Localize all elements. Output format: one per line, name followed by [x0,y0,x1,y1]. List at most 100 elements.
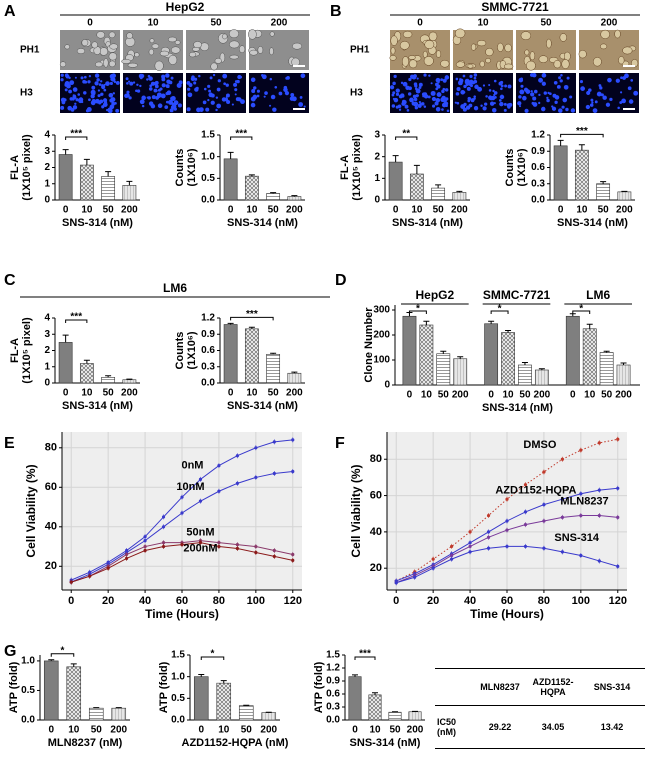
nucleus [473,79,478,84]
y-tick-label: 2 [44,162,50,173]
nucleus [157,103,163,109]
nucleus [299,96,303,99]
nucleus [493,91,498,95]
nucleus [418,86,422,90]
error-bar [105,375,112,378]
nucleus [579,80,584,84]
y-axis-label: Clone Number [363,307,375,383]
nucleus [425,94,429,98]
cell [174,40,181,45]
nucleus [441,95,446,101]
nucleus [113,80,117,84]
nucleus [141,104,145,108]
bar [261,712,277,721]
nucleus [161,74,166,79]
point [505,544,509,549]
cell [189,51,197,58]
nucleus [599,86,603,90]
nucleus [60,73,64,77]
nucleus [489,101,495,106]
nucleus [264,91,268,95]
cell [76,48,86,55]
x-tick-label: 10 [369,725,381,736]
nucleus [462,74,466,78]
cell [454,28,466,39]
bar [266,353,281,384]
nucleus [256,89,260,93]
nucleus [64,88,68,92]
point [161,525,166,529]
error-bar [291,195,298,197]
nucleus [187,87,191,91]
cell [248,29,257,40]
nucleus [60,105,65,110]
bar [534,369,549,386]
nucleus [441,108,444,111]
nucleus [549,92,552,96]
nucleus [580,86,586,91]
x-tick-label: 0 [228,205,234,216]
x-axis-label: MLN8237 (nM) [48,737,123,749]
x-tick-label: 200 [615,390,632,401]
bar [101,377,116,384]
nucleus [233,82,238,87]
nucleus [165,84,170,88]
error-bar [105,171,112,177]
series-label: SNS-314 [554,532,600,544]
nucleus [215,96,219,99]
error-bar [578,144,585,151]
nucleus [400,81,404,85]
cell [526,60,536,71]
x-tick-label: 50 [438,390,450,401]
error-bar [126,378,133,380]
y-tick-label: 20 [370,562,382,574]
nucleus [132,81,136,84]
image-title: SMMC-7721 [481,0,549,14]
significance-bracket [65,136,88,140]
x-tick-label: 60 [176,595,188,607]
nucleus [493,102,496,105]
nucleus [153,88,158,93]
y-tick-label: 1.5 [171,650,185,661]
significance-label: * [498,304,502,315]
y-tick-label: 40 [45,521,57,533]
nucleus [103,100,108,105]
nucleus [563,84,569,90]
x-tick-label: 10 [68,725,80,736]
error-bar [586,323,593,329]
point [272,554,276,559]
x-tick-label: 50 [103,388,115,399]
cell [485,58,491,64]
row-label: PH1 [350,45,370,56]
y-tick-label: 0.0 [326,715,340,726]
bar [453,358,468,386]
nucleus [469,79,474,84]
nucleus [80,76,84,80]
nucleus [493,79,497,83]
point [505,497,509,501]
error-bar [248,326,255,329]
nucleus [168,99,173,105]
nucleus [463,84,467,89]
point [291,438,295,442]
y-tick-label: 0.3 [531,178,545,189]
significance-bracket [560,133,604,138]
nucleus [408,77,412,82]
nucleus [225,83,229,87]
nucleus [532,96,537,101]
significance-bracket [408,310,427,314]
point [143,539,147,543]
point [450,557,454,561]
y-tick-label: 1 [44,361,50,372]
point [486,530,491,534]
x-tick-label: 10 [246,205,258,216]
y-tick-label: 80 [45,442,57,454]
concentration-label: 200 [271,18,288,29]
nucleus [112,92,116,95]
group-label: LM6 [586,288,610,302]
image-title: HepG2 [166,0,205,14]
nucleus [462,91,466,94]
x-tick-label: 50 [268,388,280,399]
table-row: IC50 (nM) 29.22 34.05 13.42 [435,705,645,749]
nucleus [406,109,410,112]
